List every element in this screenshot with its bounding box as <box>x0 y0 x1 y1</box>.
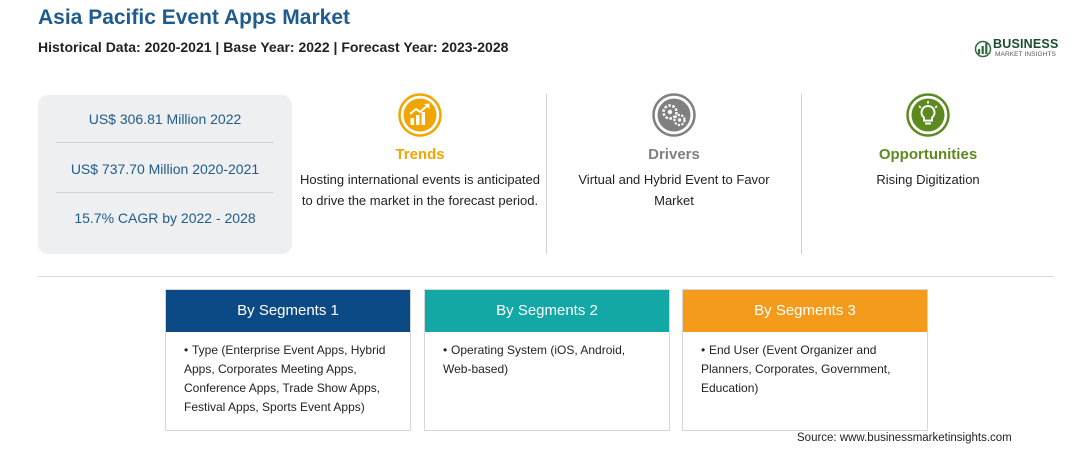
segment-2-header: By Segments 2 <box>425 290 669 332</box>
drivers-column: Drivers Virtual and Hybrid Event to Favo… <box>558 93 790 211</box>
opportunities-column: Opportunities Rising Digitization <box>808 93 1048 190</box>
source-note: Source: www.businessmarketinsights.com <box>797 432 1012 444</box>
column-divider <box>546 94 547 254</box>
segment-1-header: By Segments 1 <box>166 290 410 332</box>
bullet-icon: • <box>184 343 189 357</box>
bullet-icon: • <box>701 343 706 357</box>
segment-card-2: By Segments 2 • Operating System (iOS, An… <box>424 289 670 431</box>
page-subtitle: Historical Data: 2020-2021 | Base Year: … <box>38 39 509 55</box>
segment-card-1: By Segments 1 • Type (Enterprise Event Ap… <box>165 289 411 431</box>
drivers-title: Drivers <box>648 146 700 163</box>
section-divider <box>38 276 1054 277</box>
segment-3-body: • End User (Event Organizer and Planners,… <box>683 332 927 398</box>
segment-2-text: Operating System (iOS, Android, Web-base… <box>443 343 626 376</box>
trends-column: Trends Hosting international events is a… <box>300 93 540 211</box>
drivers-text: Virtual and Hybrid Event to Favor Market <box>578 172 770 208</box>
stat-market-size-2022: US$ 306.81 Million 2022 <box>88 111 242 127</box>
segment-card-3: By Segments 3 • End User (Event Organizer… <box>682 289 928 431</box>
stat-divider <box>56 192 274 193</box>
segment-2-body: • Operating System (iOS, Android, Web-bas… <box>425 332 669 379</box>
segment-3-text: End User (Event Organizer and Planners, … <box>701 343 891 395</box>
gears-icon <box>652 93 696 137</box>
segment-1-body: • Type (Enterprise Event Apps, Hybrid App… <box>166 332 410 417</box>
stat-divider <box>56 142 274 143</box>
column-divider <box>801 94 802 254</box>
trend-chart-icon <box>398 93 442 137</box>
trends-text: Hosting international events is anticipa… <box>300 172 540 208</box>
stat-historical-size: US$ 737.70 Million 2020-2021 <box>70 161 260 177</box>
key-stats-panel: US$ 306.81 Million 2022 US$ 737.70 Milli… <box>38 95 292 254</box>
trends-title: Trends <box>395 146 445 163</box>
segment-1-text: Type (Enterprise Event Apps, Hybrid Apps… <box>184 343 386 414</box>
segment-3-header: By Segments 3 <box>683 290 927 332</box>
bullet-icon: • <box>443 343 448 357</box>
bar-chart-logo-icon <box>974 40 992 58</box>
page-title: Asia Pacific Event Apps Market <box>38 6 351 29</box>
logo-text: BUSINESS <box>993 37 1059 51</box>
stat-cagr: 15.7% CAGR by 2022 - 2028 <box>74 210 256 226</box>
opportunities-title: Opportunities <box>878 146 978 163</box>
opportunities-text: Rising Digitization <box>876 172 980 187</box>
logo: BUSINESS MARKET INSIGHTS <box>974 36 1064 62</box>
lightbulb-icon <box>906 93 950 137</box>
logo-subtext: MARKET INSIGHTS <box>995 51 1056 58</box>
